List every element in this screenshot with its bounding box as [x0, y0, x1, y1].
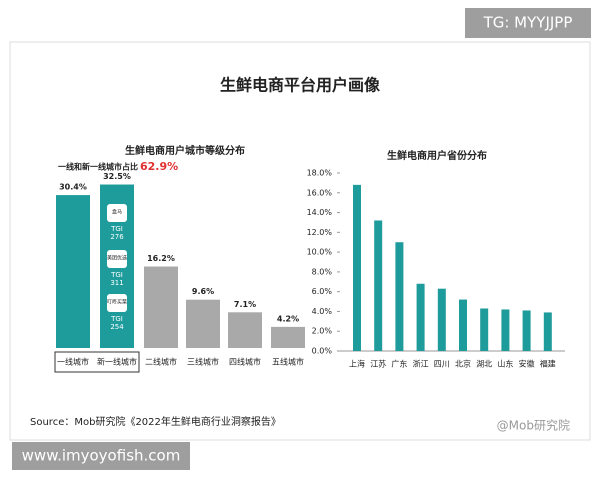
bar: [228, 312, 262, 348]
app-name: 美团优选: [107, 255, 127, 262]
value-label: 9.6%: [192, 287, 214, 296]
app-name: 盒马: [112, 209, 122, 216]
annotation: 一线和新一线城市占比: [58, 162, 138, 172]
watermark-top: TG: MYYJJPP: [483, 14, 573, 32]
x-tick-label: 一线城市: [57, 357, 89, 367]
bar: [459, 299, 467, 351]
bar: [271, 326, 305, 348]
watermark-box: [465, 8, 591, 38]
tgi-value: 254: [110, 323, 124, 331]
page-title: 生鲜电商平台用户画像: [220, 76, 381, 95]
app-icon: [107, 250, 127, 268]
value-label: 16.2%: [147, 254, 175, 263]
bar: [416, 283, 425, 351]
y-tick-label: 14.0%: [307, 208, 333, 217]
watermark-bottom: www.imyoyofish.com: [22, 447, 181, 465]
bar: [501, 309, 510, 351]
tgi-label: TGI: [110, 271, 123, 279]
tgi-label: TGI: [110, 315, 123, 323]
x-tick-label: 四川: [434, 360, 450, 369]
card: [9, 41, 591, 441]
bar: [353, 184, 361, 351]
x-tick-label: 北京: [455, 359, 471, 369]
chart-title: 生鲜电商用户省份分布: [387, 149, 487, 162]
value-label: 4.2%: [277, 314, 299, 323]
bar: [480, 308, 489, 351]
bar: [395, 242, 404, 351]
y-tick-label: 6.0%: [312, 287, 333, 296]
x-tick-label: 三线城市: [187, 357, 219, 367]
y-tick-label: 2.0%: [312, 327, 333, 336]
bar: [186, 299, 220, 348]
chart-title: 生鲜电商用户城市等级分布: [125, 144, 245, 157]
bar: [522, 310, 531, 351]
x-tick-label: 新一线城市: [97, 357, 137, 367]
y-tick-label: 4.0%: [312, 307, 333, 316]
annotation-value: 62.9%: [140, 160, 178, 173]
bar: [144, 266, 178, 348]
x-tick-label: 湖北: [476, 360, 492, 369]
bar: [437, 288, 446, 351]
app-name: 叮咚买菜: [107, 299, 127, 306]
app-icon: [107, 204, 127, 222]
tgi-value: 276: [110, 233, 124, 241]
y-tick-label: 10.0%: [307, 248, 333, 257]
x-tick-label: 二线城市: [145, 357, 177, 367]
y-tick-label: 12.0%: [307, 228, 333, 237]
value-label: 30.4%: [59, 183, 87, 192]
y-tick-label: 18.0%: [307, 169, 333, 178]
app-icon: [107, 294, 127, 312]
x-tick-label: 广东: [391, 359, 407, 369]
x-tick-label: 四线城市: [229, 357, 261, 367]
brand: @Mob研究院: [497, 418, 570, 433]
y-tick-label: 8.0%: [312, 267, 333, 276]
bar: [56, 195, 90, 348]
x-tick-label: 山东: [497, 359, 513, 369]
x-tick-label: 江苏: [370, 359, 386, 369]
y-tick-label: 0.0%: [312, 347, 333, 356]
x-tick-label: 福建: [540, 359, 556, 369]
watermark-box: [12, 442, 190, 470]
value-label: 7.1%: [234, 300, 256, 309]
x-tick-label: 五线城市: [272, 357, 304, 367]
x-tick-label: 安徽: [519, 359, 535, 369]
x-tick-label: 浙江: [413, 359, 429, 369]
value-label: 32.5%: [103, 172, 131, 181]
tgi-label: TGI: [110, 225, 123, 233]
bar: [374, 220, 383, 351]
y-tick-label: 16.0%: [307, 188, 333, 197]
highlight-box: [54, 351, 140, 373]
tgi-value: 311: [110, 279, 123, 287]
x-tick-label: 上海: [349, 359, 365, 369]
bar: [543, 312, 552, 351]
source: Source：Mob研究院《2022年生鲜电商行业洞察报告》: [30, 415, 281, 428]
